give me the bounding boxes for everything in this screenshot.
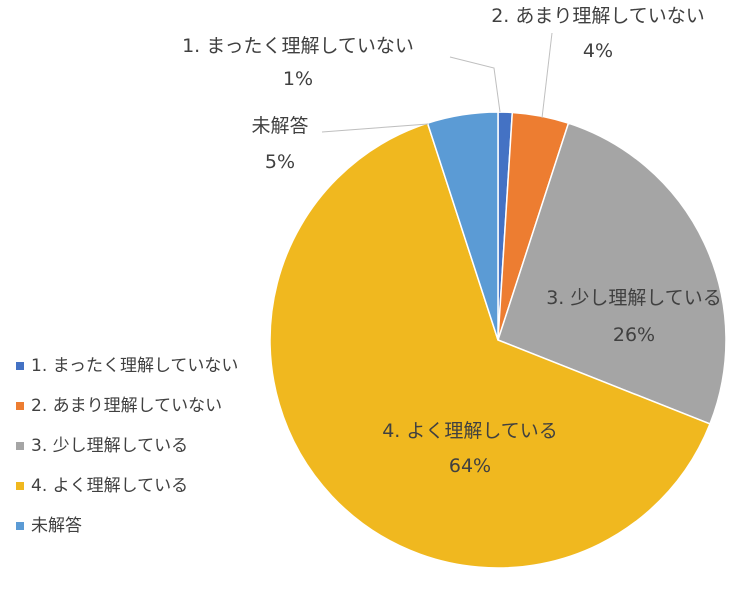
legend-swatch-2 [16,402,24,410]
slice-5 [426,111,499,341]
slice-4-category-label: 4. よく理解している [382,420,558,442]
slice-5-leader-line [321,123,429,133]
leader-lines [321,32,553,133]
legend-swatch-5 [16,522,24,530]
slice-1-category-label: 1. まったく理解していない [182,35,414,57]
legend-label-5: 未解答 [31,516,82,536]
slice-3-percent-label: 26% [613,324,655,346]
legend-item-2: 2. あまり理解していない [16,396,222,416]
slice-5-category-label: 未解答 [251,115,308,137]
legend-item-4: 4. よく理解している [16,476,188,496]
legend-label-2: 2. あまり理解していない [31,396,222,416]
legend-label-3: 3. 少し理解している [31,436,188,456]
legend-item-3: 3. 少し理解している [16,436,188,456]
legend-item-1: 1. まったく理解していない [16,356,238,376]
slice-4 [269,122,711,569]
legend-swatch-1 [16,362,24,370]
legend: 1. まったく理解していない 2. あまり理解していない 3. 少し理解している 4.… [16,356,238,536]
slice-5-percent-label: 5% [265,151,295,173]
slice-2-percent-label: 4% [583,40,613,62]
slice-1-leader-line [449,56,501,113]
slice-3-category-label: 3. 少し理解している [546,287,722,309]
data-labels: 1. まったく理解していない 1% 2. あまり理解していない 4% 3. 少し理解して… [182,5,722,477]
legend-label-1: 1. まったく理解していない [31,356,238,376]
slice-4-percent-label: 64% [449,455,491,477]
legend-swatch-4 [16,482,24,490]
slice-2-category-label: 2. あまり理解していない [491,5,705,27]
slice-3 [497,122,727,425]
legend-item-5: 未解答 [16,516,82,536]
slice-2-leader-line [541,32,553,119]
legend-swatch-3 [16,442,24,450]
slice-1-percent-label: 1% [283,68,313,90]
legend-label-4: 4. よく理解している [31,476,188,496]
pie-slices [269,111,727,569]
